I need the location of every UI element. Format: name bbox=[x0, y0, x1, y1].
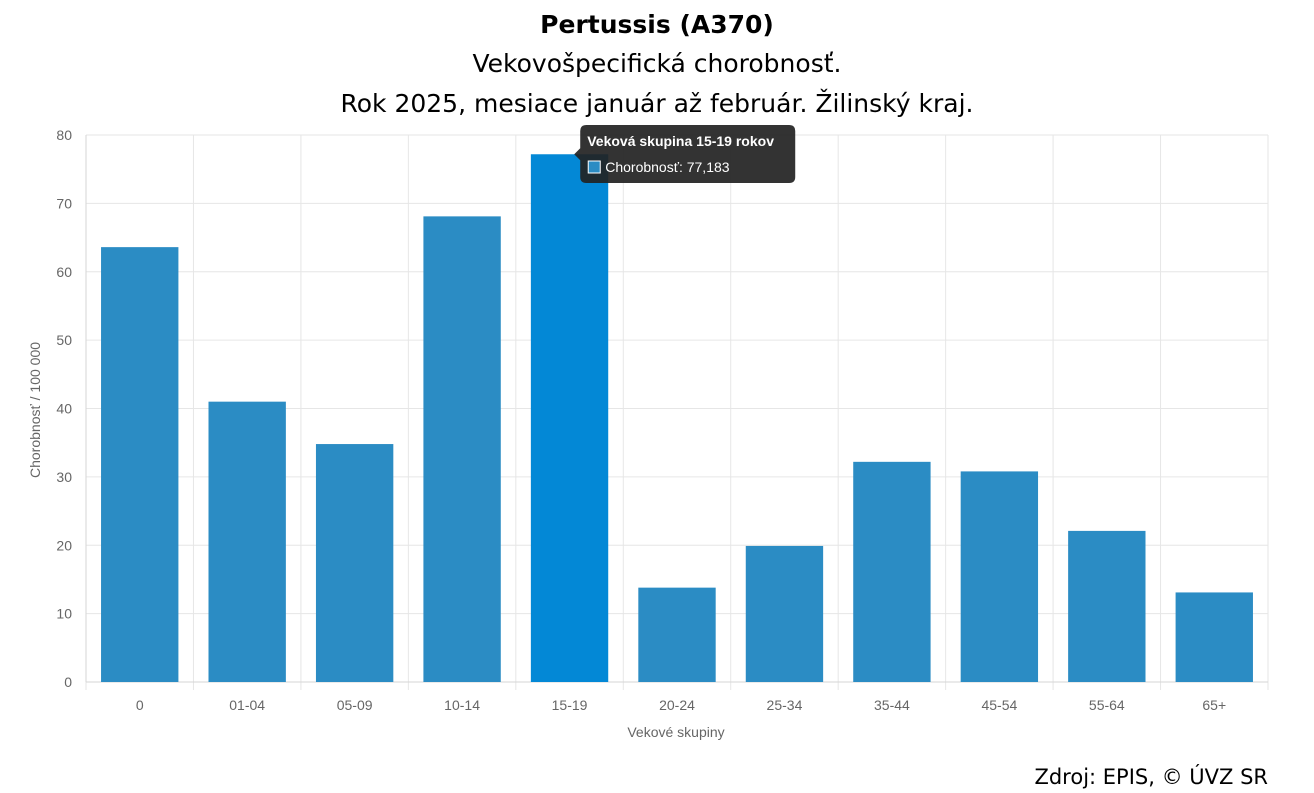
y-tick-label: 40 bbox=[56, 401, 72, 417]
y-tick-label: 0 bbox=[64, 674, 72, 690]
x-tick-label: 01-04 bbox=[229, 697, 265, 713]
x-tick-label: 45-54 bbox=[981, 697, 1017, 713]
tooltip-title: Veková skupina 15-19 rokov bbox=[587, 133, 774, 149]
x-tick-label: 25-34 bbox=[767, 697, 803, 713]
bar-05-09[interactable] bbox=[315, 444, 394, 682]
x-tick-label: 15-19 bbox=[552, 697, 588, 713]
bar-65+[interactable] bbox=[1175, 592, 1253, 682]
bar-15-19[interactable] bbox=[530, 154, 609, 682]
bar-01-04[interactable] bbox=[208, 401, 286, 682]
bar-55-64[interactable] bbox=[1068, 530, 1146, 682]
bar-0[interactable] bbox=[101, 247, 179, 682]
y-tick-label: 80 bbox=[56, 127, 72, 143]
bar-10-14[interactable] bbox=[423, 216, 501, 682]
y-tick-label: 50 bbox=[56, 332, 72, 348]
x-tick-label: 05-09 bbox=[337, 697, 373, 713]
chart-subtitle-2: Rok 2025, mesiace január až február. Žil… bbox=[340, 89, 974, 118]
tooltip-color-swatch bbox=[587, 160, 601, 174]
bar-45-54[interactable] bbox=[960, 471, 1039, 682]
x-tick-label: 35-44 bbox=[874, 697, 910, 713]
bars-layer bbox=[101, 154, 1253, 682]
x-tick-label: 10-14 bbox=[444, 697, 480, 713]
source-credit: Zdroj: EPIS, © ÚVZ SR bbox=[1034, 765, 1268, 789]
y-tick-label: 70 bbox=[56, 195, 72, 211]
tooltip: Veková skupina 15-19 rokov Chorobnosť: 7… bbox=[574, 125, 796, 183]
bar-20-24[interactable] bbox=[638, 587, 716, 682]
chart-title: Pertussis (A370) bbox=[540, 10, 774, 39]
bar-35-44[interactable] bbox=[853, 461, 931, 682]
tooltip-body: Chorobnosť: 77,183 bbox=[605, 159, 730, 175]
y-tick-label: 60 bbox=[56, 264, 72, 280]
x-tick-label: 20-24 bbox=[659, 697, 695, 713]
x-axis-label: Vekové skupiny bbox=[627, 724, 724, 740]
chart-subtitle-1: Vekovošpecifická chorobnosť. bbox=[472, 49, 842, 78]
x-tick-label: 55-64 bbox=[1089, 697, 1125, 713]
ticks-layer: 0 10 20 30 40 50 60 70 80 0 01-04 05-09 10-14 15-19 20… bbox=[56, 127, 1226, 713]
y-tick-label: 10 bbox=[56, 606, 72, 622]
x-tick-label: 65+ bbox=[1202, 697, 1226, 713]
tooltip-background bbox=[574, 125, 796, 183]
chart-titles: Pertussis (A370) Vekovošpecifická chorob… bbox=[0, 6, 1314, 124]
x-tick-label: 0 bbox=[136, 697, 144, 713]
y-tick-label: 30 bbox=[56, 469, 72, 485]
y-tick-label: 20 bbox=[56, 537, 72, 553]
bar-25-34[interactable] bbox=[745, 545, 824, 682]
y-axis-label: Chorobnosť / 100 000 bbox=[27, 342, 43, 478]
